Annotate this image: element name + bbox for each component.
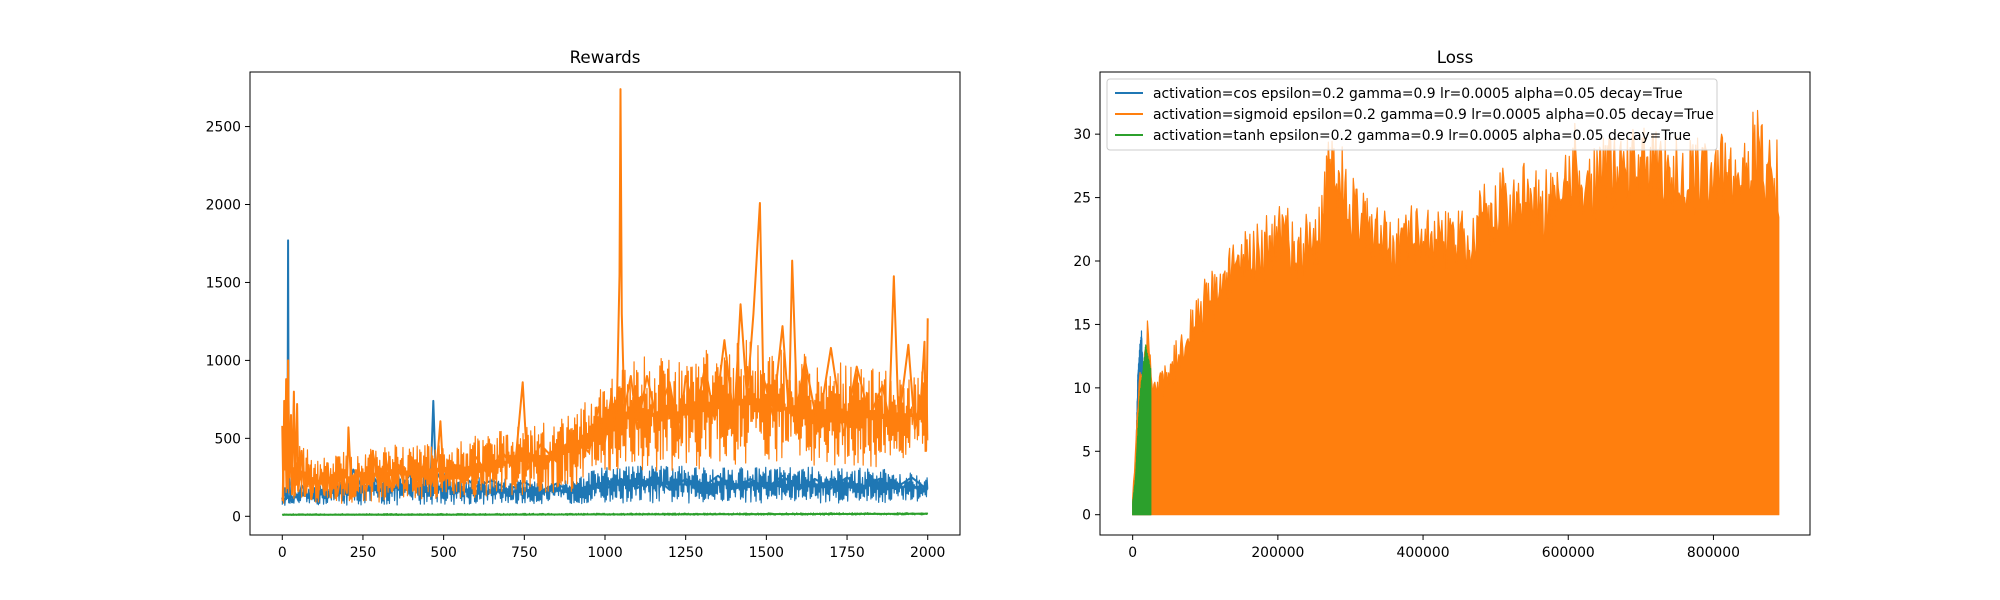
x-tick-label: 1000 (587, 545, 622, 561)
x-tick-label: 500 (430, 545, 457, 561)
x-tick-label: 1500 (749, 545, 784, 561)
x-tick-label: 2000 (910, 545, 945, 561)
x-tick-label: 600000 (1542, 545, 1595, 561)
x-tick-label: 1750 (829, 545, 864, 561)
x-tick-label: 200000 (1251, 545, 1304, 561)
x-tick-label: 250 (350, 545, 377, 561)
y-tick-label: 30 (1073, 127, 1091, 143)
legend: activation=cos epsilon=0.2 gamma=0.9 lr=… (1106, 78, 1718, 151)
plot-area (1132, 109, 1780, 516)
y-tick-label: 0 (1082, 508, 1091, 524)
plot-area (281, 88, 929, 516)
y-tick-label: 15 (1073, 317, 1091, 333)
series-fill-1 (1132, 109, 1780, 516)
chart-title: Rewards (570, 47, 641, 67)
y-tick-label: 2000 (206, 198, 241, 214)
loss-chart: 0 200000 400000 600000 800000 0 5 10 15 20 25 30 Los… (1073, 47, 1811, 561)
y-tick-label: 1000 (206, 353, 241, 369)
x-tick-label: 1250 (668, 545, 703, 561)
chart-title: Loss (1437, 47, 1474, 67)
y-tick-label: 10 (1073, 381, 1091, 397)
x-tick-label: 0 (1128, 545, 1137, 561)
axes-frame (1099, 71, 1811, 536)
y-tick-label: 5 (1082, 444, 1091, 460)
y-tick-label: 500 (214, 431, 241, 447)
y-tick-label: 0 (232, 509, 241, 525)
series-2 (1132, 344, 1152, 516)
legend-label: activation=sigmoid epsilon=0.2 gamma=0.9… (1153, 107, 1714, 123)
series-2 (281, 512, 929, 516)
x-tick-label: 0 (278, 545, 287, 561)
rewards-chart: 0 250 500 750 1000 1250 1500 1750 2000 0 500 1000 15… (206, 47, 961, 561)
legend-label: activation=cos epsilon=0.2 gamma=0.9 lr=… (1153, 86, 1683, 102)
y-tick-label: 20 (1073, 254, 1091, 270)
series-fill-2 (1132, 344, 1152, 516)
y-tick-label: 25 (1073, 191, 1091, 207)
legend-label: activation=tanh epsilon=0.2 gamma=0.9 lr… (1153, 128, 1691, 144)
y-tick-label: 1500 (206, 275, 241, 291)
series-line-2 (282, 512, 928, 516)
series-line-1 (281, 88, 929, 501)
x-tick-label: 750 (511, 545, 538, 561)
series-1 (281, 88, 929, 504)
series-noise-0 (281, 465, 929, 506)
y-tick-label: 2500 (206, 120, 241, 136)
x-tick-label: 800000 (1687, 545, 1740, 561)
legend-box (1106, 78, 1718, 151)
x-tick-label: 400000 (1397, 545, 1450, 561)
series-1 (1132, 109, 1780, 516)
